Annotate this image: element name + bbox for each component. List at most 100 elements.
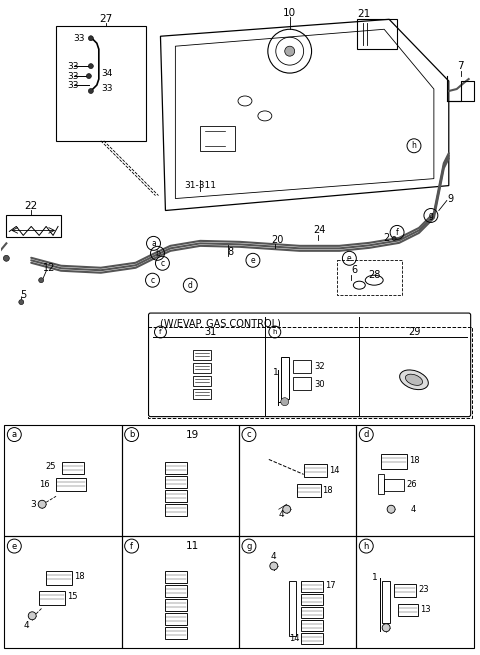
Text: 29: 29 (408, 327, 420, 337)
Bar (300, 633, 323, 644)
Text: 9: 9 (448, 193, 454, 204)
Bar (239, 424, 356, 536)
Text: 30: 30 (314, 381, 325, 389)
Bar (4, 536, 122, 648)
Text: 22: 22 (24, 200, 38, 210)
Bar (382, 581, 390, 623)
Text: g: g (246, 542, 252, 551)
Text: 28: 28 (368, 271, 381, 280)
Text: f: f (159, 329, 162, 335)
Bar (300, 620, 323, 631)
Circle shape (281, 398, 288, 405)
Text: 33: 33 (67, 71, 79, 81)
Text: a: a (12, 430, 17, 439)
Bar (281, 357, 288, 399)
Text: 34: 34 (101, 69, 112, 77)
Circle shape (38, 500, 46, 508)
Text: 15: 15 (67, 592, 77, 601)
Text: 25: 25 (46, 462, 56, 471)
Text: a: a (151, 239, 156, 248)
Bar (356, 536, 474, 648)
Bar (166, 613, 187, 625)
Text: 4: 4 (24, 621, 29, 630)
Circle shape (3, 255, 9, 261)
Text: 21: 21 (357, 9, 371, 20)
Bar (6, 215, 61, 237)
Text: 10: 10 (283, 9, 296, 18)
Text: 24: 24 (313, 225, 326, 235)
Text: c: c (160, 259, 165, 268)
Text: 18: 18 (74, 572, 84, 582)
Bar (300, 594, 323, 605)
Bar (62, 462, 84, 474)
Text: 12: 12 (43, 263, 55, 273)
Text: 2: 2 (383, 233, 389, 244)
Bar (378, 474, 384, 495)
Circle shape (88, 36, 93, 41)
Circle shape (88, 88, 93, 94)
Text: 14: 14 (289, 634, 300, 643)
Text: c: c (247, 430, 251, 439)
Text: 33: 33 (73, 33, 84, 43)
Circle shape (285, 47, 295, 56)
Text: 13: 13 (420, 605, 431, 614)
Bar (300, 607, 323, 618)
Bar (166, 491, 187, 502)
Text: 18: 18 (323, 486, 333, 495)
Text: 1: 1 (372, 573, 378, 582)
Bar (166, 476, 187, 489)
Bar (166, 585, 187, 597)
Text: g: g (429, 211, 433, 220)
Text: 14: 14 (329, 466, 340, 475)
Ellipse shape (400, 370, 428, 390)
Bar (293, 377, 311, 390)
Text: f: f (130, 542, 133, 551)
Bar (297, 484, 321, 497)
Circle shape (39, 278, 44, 283)
Bar (193, 363, 211, 373)
Bar (200, 126, 235, 151)
Bar (293, 360, 311, 373)
Bar (239, 536, 356, 648)
Text: 23: 23 (418, 586, 429, 594)
Text: e: e (347, 253, 352, 263)
Text: 4: 4 (271, 552, 276, 561)
Bar (356, 424, 474, 536)
Text: 8: 8 (227, 248, 233, 257)
Bar (166, 504, 187, 516)
Text: 20: 20 (272, 235, 284, 246)
Bar (166, 627, 187, 639)
Text: e: e (12, 542, 17, 551)
Text: b: b (155, 249, 160, 258)
Bar (166, 599, 187, 611)
Text: h: h (363, 542, 369, 551)
Text: 7: 7 (457, 61, 464, 71)
Bar (122, 424, 239, 536)
Text: 4: 4 (411, 505, 416, 514)
Circle shape (28, 612, 36, 620)
Text: 11: 11 (186, 541, 199, 551)
Text: 31: 31 (204, 327, 216, 337)
Text: e: e (251, 256, 255, 265)
Text: 6: 6 (351, 265, 358, 275)
Bar (394, 584, 416, 597)
Bar (300, 581, 323, 592)
Bar (166, 462, 187, 474)
Text: d: d (363, 430, 369, 439)
Circle shape (88, 64, 93, 69)
Bar (56, 478, 86, 491)
Circle shape (283, 505, 291, 514)
Bar (122, 536, 239, 648)
Circle shape (19, 299, 24, 305)
Text: 33: 33 (101, 84, 112, 92)
Text: 33: 33 (67, 62, 79, 71)
Text: 32: 32 (314, 362, 325, 371)
Text: 3: 3 (30, 500, 36, 509)
Bar (337, 260, 402, 295)
Text: h: h (273, 329, 277, 335)
Bar (193, 388, 211, 399)
Bar (384, 479, 404, 491)
Bar (166, 571, 187, 583)
Text: 17: 17 (325, 582, 336, 590)
Bar (357, 19, 397, 49)
